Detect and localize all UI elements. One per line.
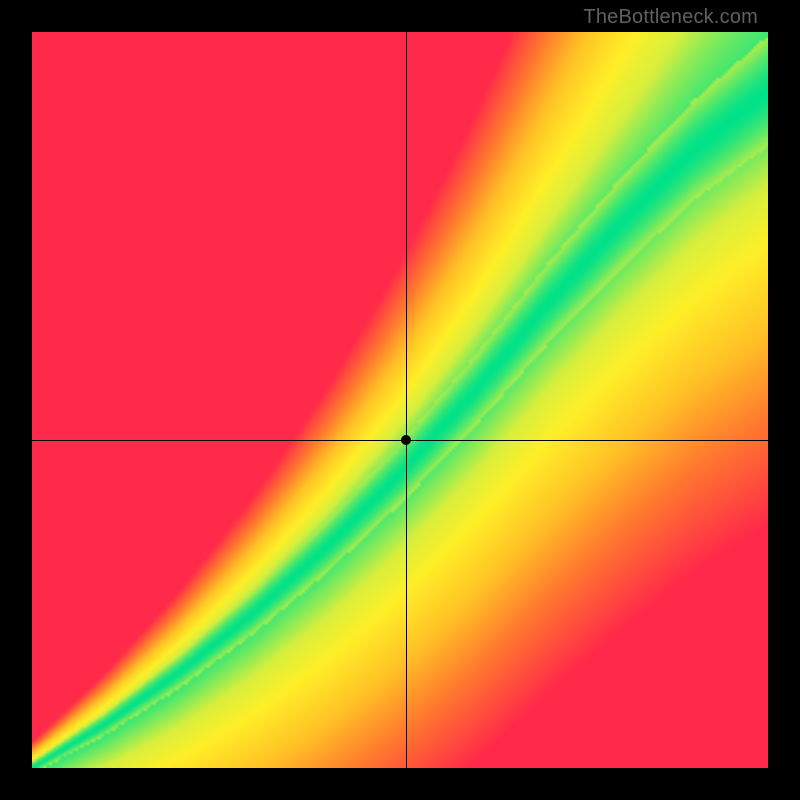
- selection-marker: [401, 435, 411, 445]
- bottleneck-heatmap: [32, 32, 768, 768]
- watermark-text: TheBottleneck.com: [583, 6, 758, 29]
- plot-area: [32, 32, 768, 768]
- crosshair-vertical: [406, 32, 407, 768]
